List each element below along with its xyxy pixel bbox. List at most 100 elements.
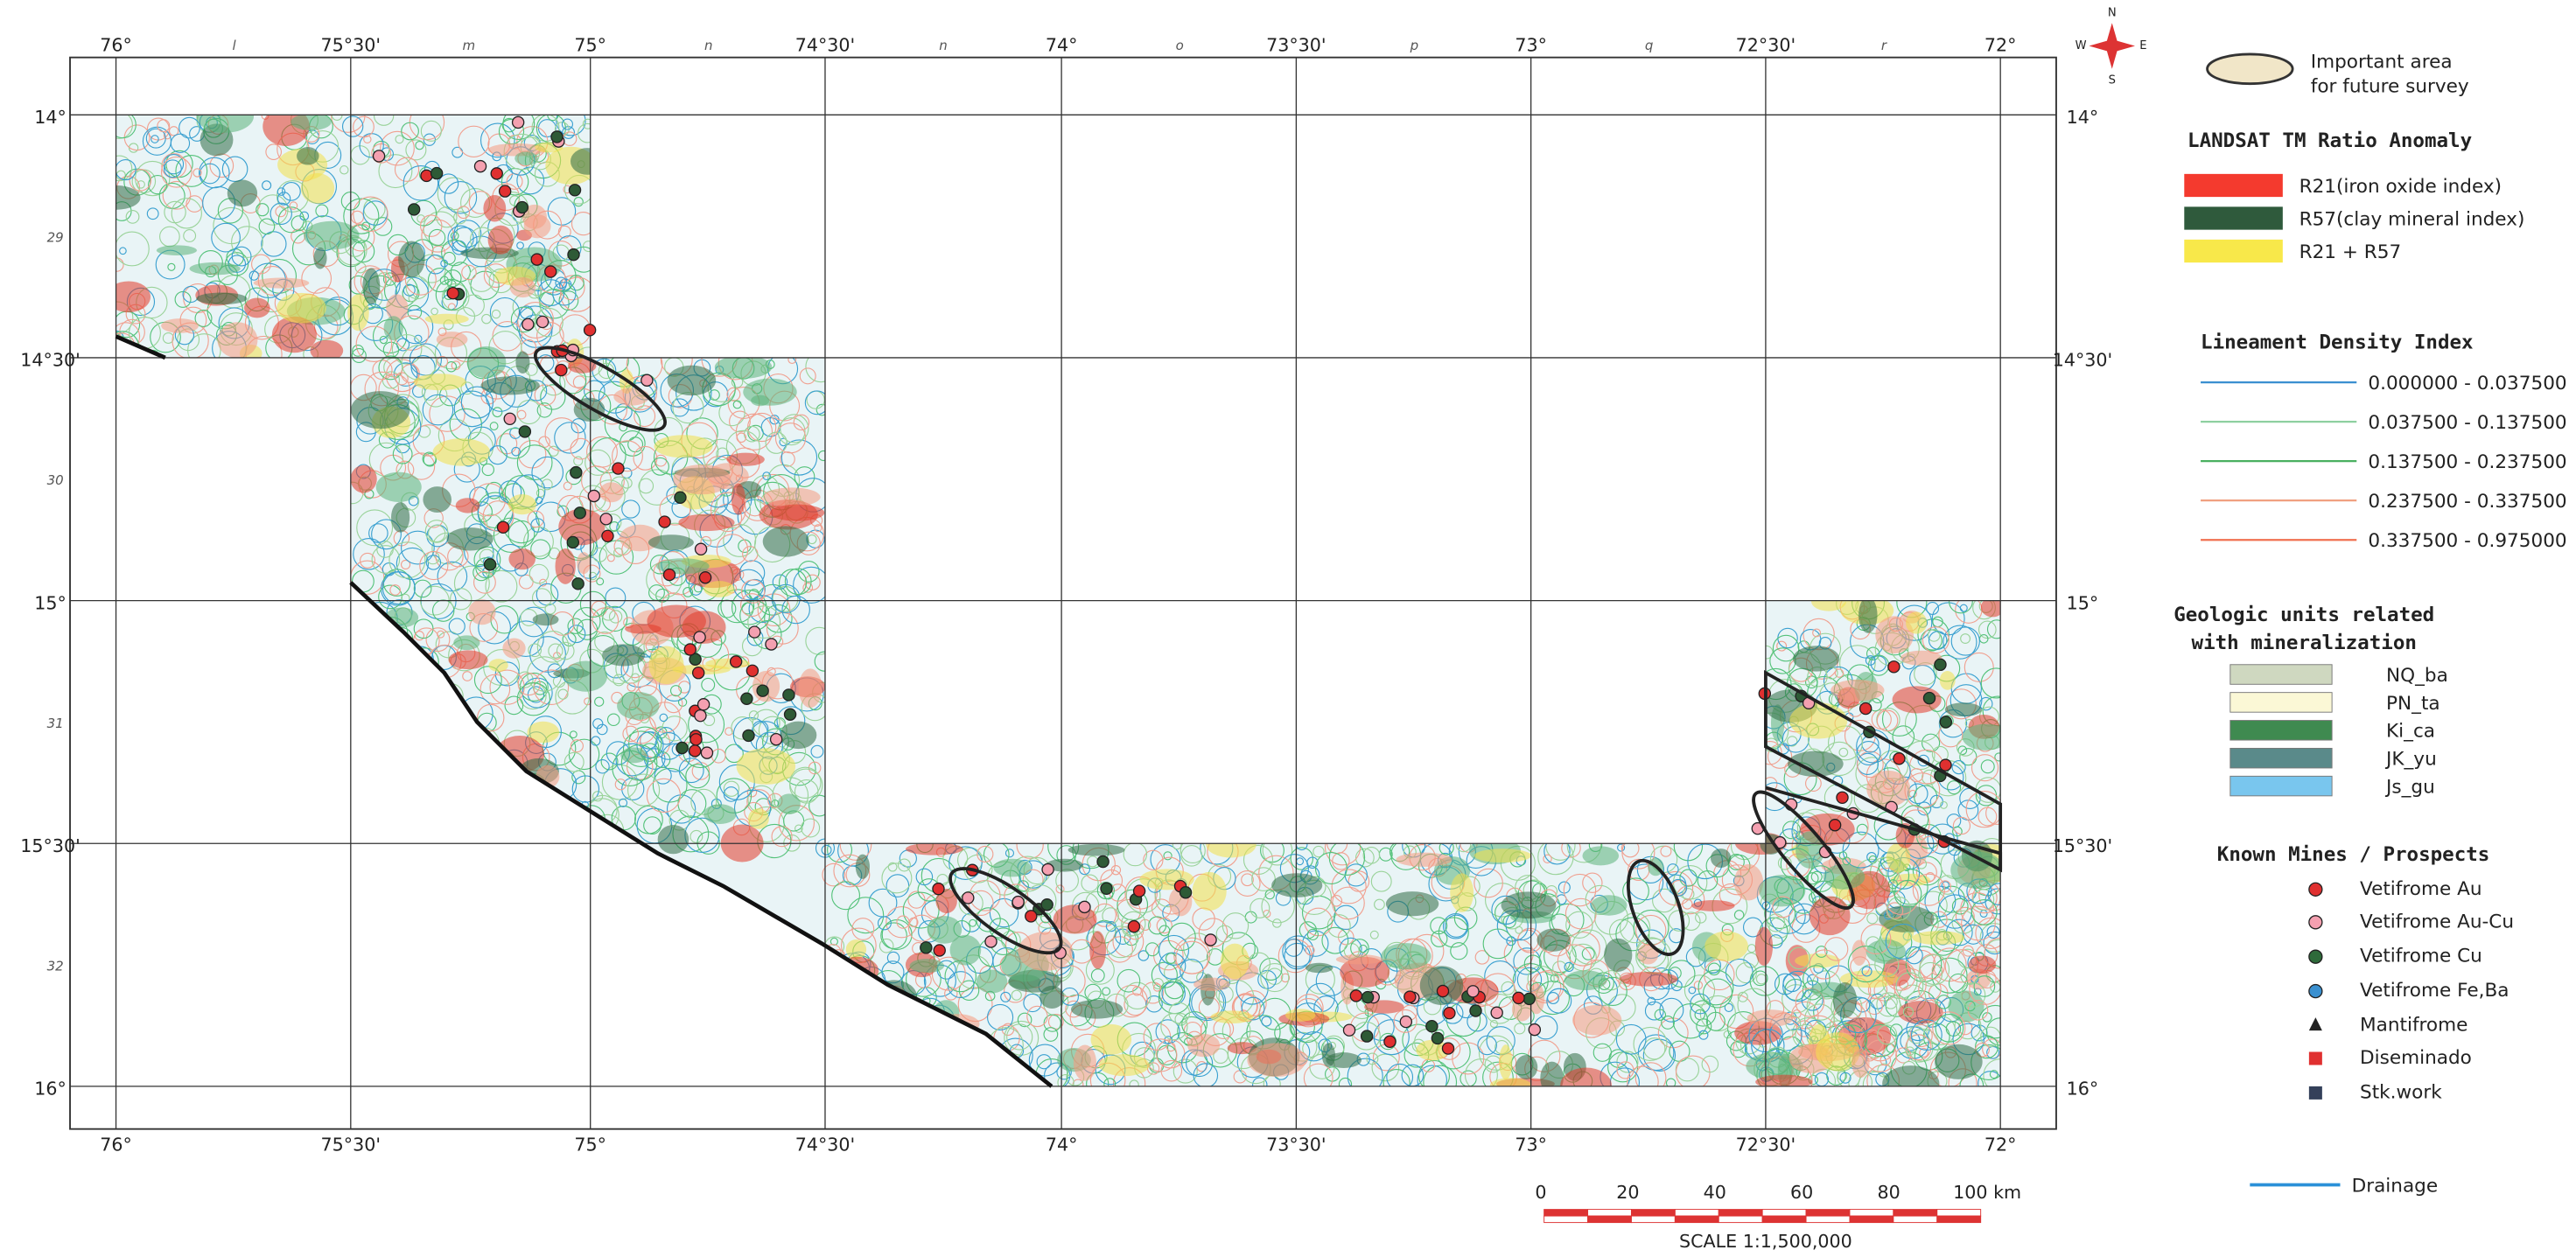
contour [443, 701, 458, 716]
contour [820, 1068, 836, 1084]
legend-text: Vetifrome Au [2360, 878, 2482, 900]
anomaly [726, 453, 765, 466]
legend-swatch [2230, 776, 2332, 796]
anomaly [190, 262, 241, 275]
anomaly [1187, 1034, 1220, 1057]
scale-segment [1894, 1210, 1937, 1217]
anomaly [362, 269, 380, 304]
lon-label-top: 76° [100, 35, 132, 56]
lon-label-bottom: 73° [1515, 1134, 1547, 1155]
anomaly [935, 1014, 979, 1034]
legend-swatch [2230, 665, 2332, 685]
anomaly [1536, 929, 1570, 952]
anomaly [1833, 982, 1857, 1018]
anomaly [1474, 848, 1532, 862]
anomaly [456, 498, 480, 513]
legend-text: 0.000000 - 0.037500 [2368, 373, 2566, 395]
anomaly [625, 624, 662, 633]
legend-text: Vetifrome Cu [2360, 946, 2482, 967]
contour [360, 630, 389, 659]
mine [684, 644, 696, 655]
legend-text: Drainage [2352, 1175, 2439, 1197]
anomaly [468, 599, 495, 625]
mine [771, 734, 782, 745]
anomaly [705, 659, 750, 669]
anomaly [401, 822, 457, 849]
lon-label-bottom: 75° [574, 1134, 606, 1155]
anomaly [1604, 939, 1632, 972]
contour [827, 962, 849, 984]
anomaly [1704, 932, 1748, 961]
anomaly [533, 613, 559, 625]
contour [379, 678, 398, 697]
mine [572, 578, 584, 590]
mine [1860, 702, 1872, 714]
mine [1513, 992, 1524, 1003]
anomaly [508, 494, 536, 514]
lon-label-top: 75° [574, 35, 606, 56]
scale-tick-label: 0 [1535, 1182, 1546, 1203]
compass-letter: S [2109, 73, 2116, 87]
legend-text: Vetifrome Fe,Ba [2360, 980, 2509, 1002]
anomaly [480, 376, 539, 395]
anomaly [1935, 1044, 1983, 1079]
anomaly [514, 151, 538, 165]
anomaly [1969, 956, 1997, 974]
contour [954, 1041, 983, 1070]
contour [435, 730, 449, 744]
contour [462, 774, 497, 809]
anomaly [846, 939, 866, 960]
anomaly [704, 804, 737, 824]
mine [1362, 991, 1374, 1002]
contour [835, 988, 871, 1023]
lon-label-top: 73°30' [1266, 35, 1326, 56]
sheet-number: 31 [47, 716, 64, 731]
anomaly [416, 779, 432, 806]
anomaly [483, 195, 506, 222]
anomaly [678, 514, 734, 531]
mine [1491, 1007, 1502, 1018]
anomaly [196, 100, 254, 133]
contour [414, 658, 425, 669]
contour [389, 742, 416, 768]
anomaly [1040, 986, 1064, 1009]
anomaly [423, 486, 452, 513]
legend-text: PN_ta [2386, 693, 2440, 715]
anomaly [1711, 848, 1731, 868]
mine [920, 942, 932, 953]
anomaly [993, 859, 1031, 877]
lon-label-bottom: 72° [1984, 1134, 2017, 1155]
legend-text: 0.037500 - 0.137500 [2368, 412, 2566, 434]
legend-text: NQ_ba [2386, 665, 2448, 687]
lon-label-bottom: 72°30' [1736, 1134, 1796, 1155]
mine [570, 467, 582, 478]
map-sheet: 76°76°l75°30'75°30'm75°75°n74°30'74°30'n… [0, 0, 2576, 1257]
anomaly [488, 659, 508, 672]
legend-swatch [2184, 174, 2283, 197]
contour [835, 977, 858, 1000]
mine [1470, 1005, 1481, 1016]
scale-tick-label: 20 [1616, 1182, 1639, 1203]
contour [355, 802, 368, 814]
scale-bar: 020406080100 kmSCALE 1:1,500,000 [1535, 1182, 2021, 1252]
contour [446, 790, 460, 804]
contour [875, 1012, 886, 1023]
contour [432, 723, 463, 754]
mine [1041, 899, 1053, 911]
contour [511, 807, 531, 828]
sheet-letter: q [1645, 38, 1654, 53]
legend-title: with mineralization [2192, 632, 2417, 654]
anomaly [373, 664, 421, 687]
contour [933, 1061, 942, 1071]
anomaly [976, 970, 1008, 994]
anomaly [1206, 831, 1256, 857]
contour [844, 1043, 855, 1054]
anomaly [196, 293, 247, 305]
scale-segment [1588, 1216, 1632, 1223]
anomaly [1516, 1055, 1537, 1079]
anomaly [1940, 671, 1956, 690]
contour [816, 1038, 836, 1059]
contour [982, 1072, 1009, 1099]
legend-text: Important area [2311, 51, 2453, 73]
anomaly [1193, 872, 1227, 911]
